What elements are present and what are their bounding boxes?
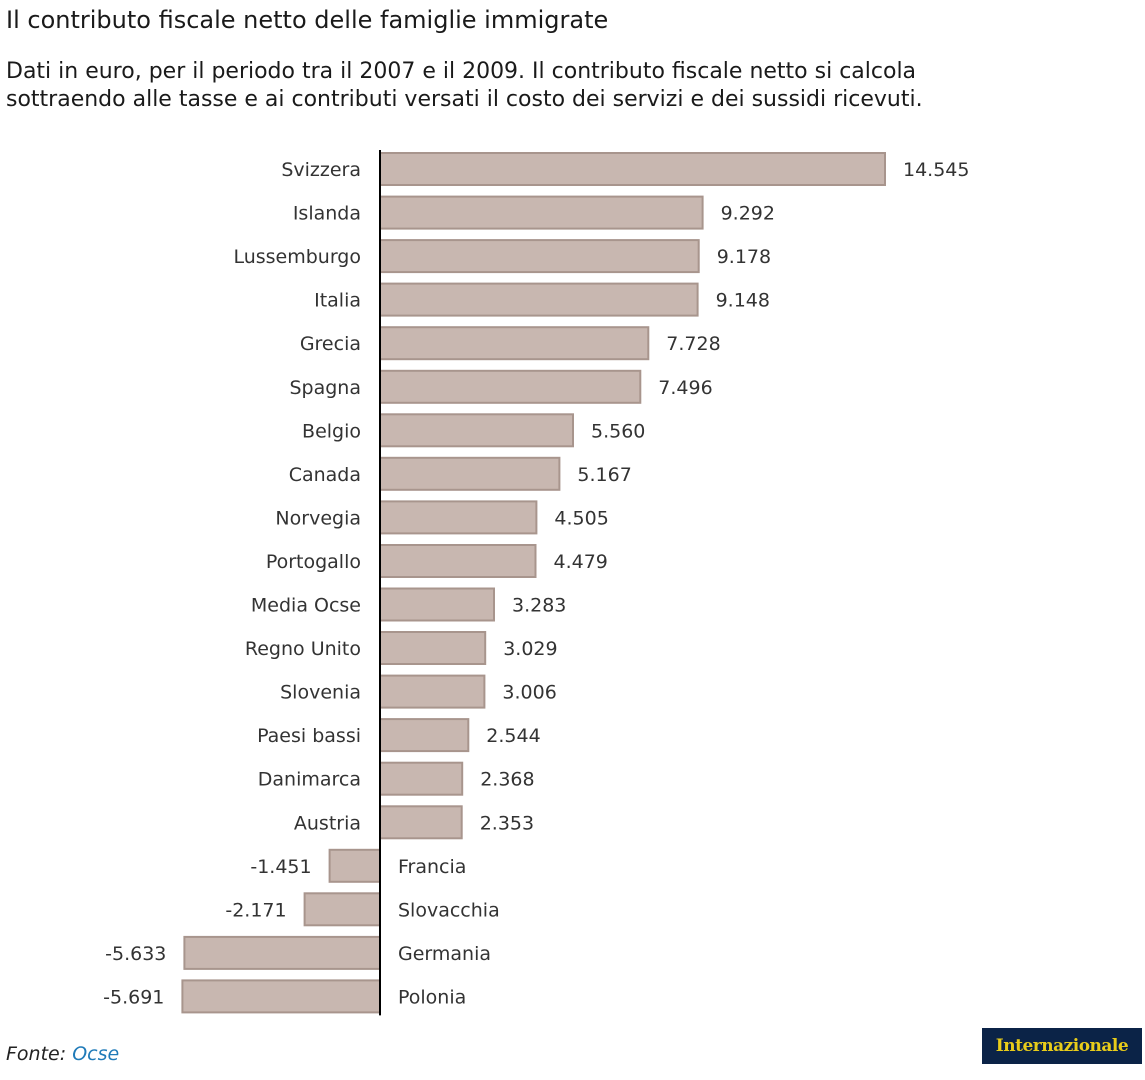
bar (379, 369, 642, 404)
bar (379, 282, 699, 317)
bar (379, 239, 700, 274)
data-label: 3.029 (503, 638, 557, 660)
bar (379, 152, 886, 186)
data-label: 7.496 (658, 377, 712, 399)
bar (379, 805, 463, 840)
category-label: Grecia (300, 333, 361, 355)
data-label: 2.353 (480, 812, 534, 834)
data-label: 5.167 (577, 464, 631, 486)
bar (379, 326, 650, 361)
category-label: Spagna (289, 377, 361, 399)
category-label: Austria (294, 812, 361, 834)
bar (379, 718, 470, 753)
category-label: Media Ocse (251, 595, 361, 617)
bar (379, 674, 486, 709)
category-label: Paesi bassi (257, 725, 361, 747)
chart-subtitle: Dati in euro, per il periodo tra il 2007… (6, 58, 923, 114)
subtitle-line-2: sottraendo alle tasse e ai contributi ve… (6, 87, 923, 112)
category-label: Polonia (398, 986, 466, 1008)
data-label: 3.283 (512, 595, 566, 617)
category-label: Slovenia (280, 682, 361, 704)
category-label: Slovacchia (398, 899, 500, 921)
subtitle-line-1: Dati in euro, per il periodo tra il 2007… (6, 59, 917, 84)
bar (303, 892, 382, 927)
category-label: Norvegia (275, 507, 361, 529)
bar (379, 587, 495, 622)
bar (379, 500, 538, 535)
category-label: Germania (398, 943, 491, 965)
category-label: Lussemburgo (233, 246, 361, 268)
bar (183, 935, 381, 970)
category-label: Islanda (293, 203, 361, 225)
bar (379, 631, 487, 665)
data-label: -5.691 (103, 986, 164, 1008)
category-label: Portogallo (266, 551, 361, 573)
source-label: Fonte: (6, 1043, 67, 1065)
chart-title: Il contributo fiscale netto delle famigl… (6, 6, 609, 34)
category-label: Regno Unito (245, 638, 361, 660)
data-label: 9.148 (716, 290, 770, 312)
bar-chart: Svizzera 14.545 Islanda 9.292 Lussemburgo 9.1… (103, 150, 969, 1016)
data-label: 3.006 (502, 682, 556, 704)
bar (379, 413, 574, 448)
bar (379, 195, 704, 230)
data-label: 2.544 (486, 725, 540, 747)
category-label: Canada (289, 464, 361, 486)
bar (379, 544, 537, 578)
source-link[interactable]: Ocse (72, 1043, 120, 1065)
data-label: -5.633 (105, 943, 166, 965)
bar (379, 761, 464, 796)
internazionale-logo[interactable]: Internazionale (982, 1028, 1142, 1064)
category-label: Belgio (302, 420, 361, 442)
data-label: -1.451 (250, 856, 311, 878)
data-label: 4.479 (554, 551, 608, 573)
data-label: 2.368 (480, 769, 534, 791)
data-label: 9.292 (721, 203, 775, 225)
data-label: 14.545 (903, 159, 969, 181)
data-label: 9.178 (717, 246, 771, 268)
source-note: Fonte: Ocse (6, 1043, 119, 1065)
category-label: Italia (314, 290, 361, 312)
bar (328, 848, 382, 883)
category-label: Svizzera (281, 159, 361, 181)
data-label: 4.505 (554, 507, 608, 529)
category-label: Danimarca (258, 769, 361, 791)
bar (181, 979, 381, 1014)
bar (379, 456, 561, 491)
data-label: 5.560 (591, 420, 645, 442)
data-label: -2.171 (225, 899, 286, 921)
data-label: 7.728 (666, 333, 720, 355)
category-label: Francia (398, 856, 466, 878)
